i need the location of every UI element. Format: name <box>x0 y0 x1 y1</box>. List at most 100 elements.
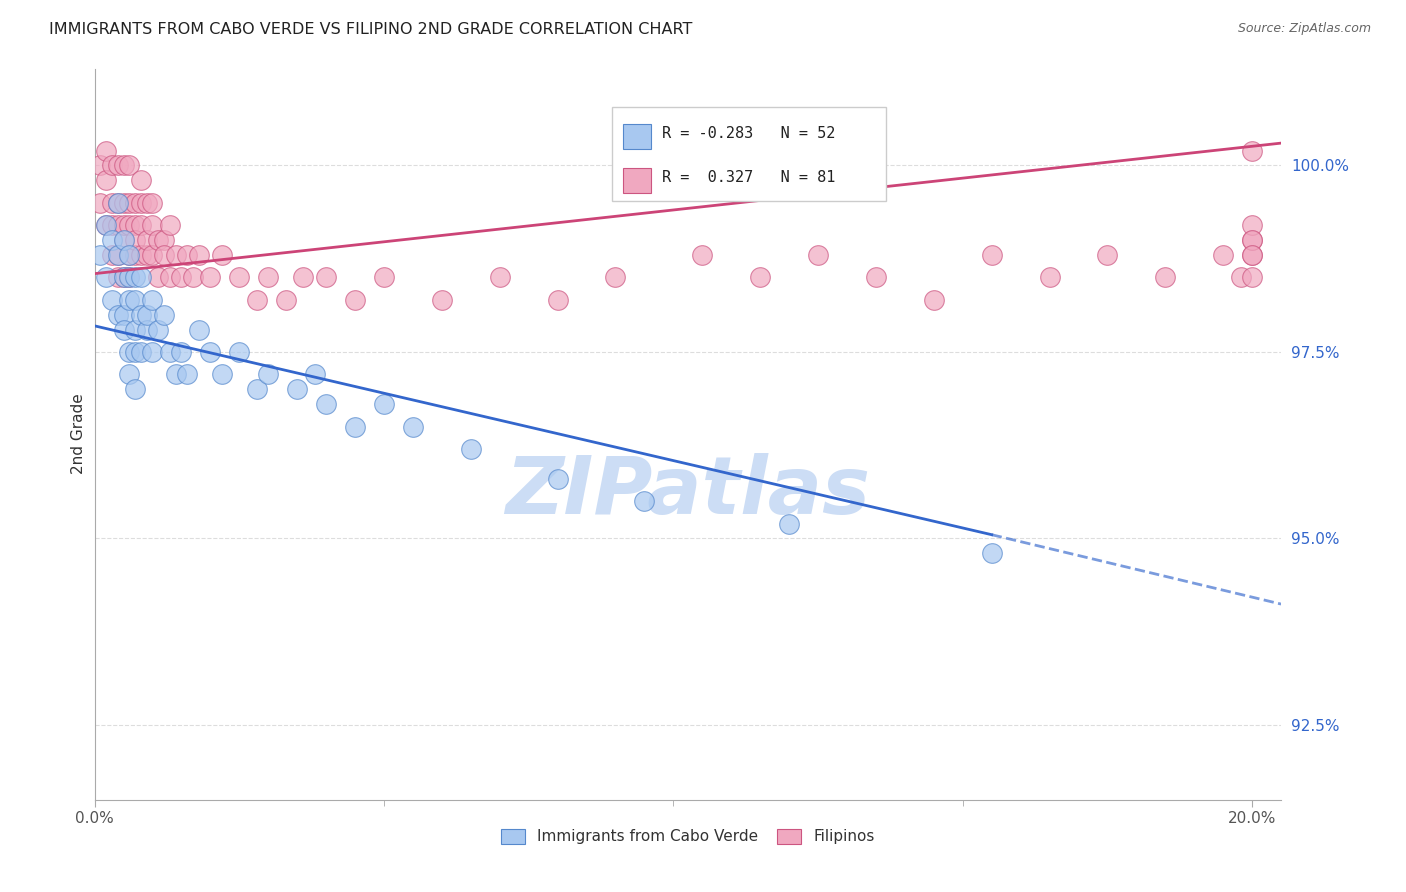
Point <box>547 293 569 307</box>
Point <box>228 345 250 359</box>
Point <box>112 195 135 210</box>
Text: R =  0.327   N = 81: R = 0.327 N = 81 <box>662 169 835 185</box>
Point <box>159 345 181 359</box>
Point <box>1039 270 1062 285</box>
Point <box>153 308 176 322</box>
Point <box>112 159 135 173</box>
Point <box>112 270 135 285</box>
Point <box>692 248 714 262</box>
Point <box>430 293 453 307</box>
Point <box>112 218 135 232</box>
Point <box>153 233 176 247</box>
Text: Source: ZipAtlas.com: Source: ZipAtlas.com <box>1237 22 1371 36</box>
Point <box>141 345 163 359</box>
Point <box>148 322 170 336</box>
Point <box>373 397 395 411</box>
Point <box>807 248 830 262</box>
Point <box>107 248 129 262</box>
Point <box>176 248 198 262</box>
Point <box>200 270 222 285</box>
Point <box>315 397 337 411</box>
Point <box>1241 233 1264 247</box>
Point <box>112 270 135 285</box>
Point <box>118 293 141 307</box>
Point <box>980 248 1002 262</box>
Point <box>778 516 800 531</box>
Point <box>124 218 146 232</box>
Point <box>112 233 135 247</box>
Point <box>107 159 129 173</box>
Point <box>159 270 181 285</box>
Point <box>141 293 163 307</box>
Point <box>922 293 945 307</box>
Point <box>1241 270 1264 285</box>
Point <box>107 195 129 210</box>
Point <box>1241 248 1264 262</box>
Point <box>129 195 152 210</box>
Point <box>94 218 117 232</box>
Point <box>344 293 367 307</box>
Point <box>89 195 111 210</box>
Point <box>488 270 510 285</box>
Point <box>291 270 314 285</box>
Point <box>285 382 308 396</box>
Point <box>118 195 141 210</box>
Point <box>118 248 141 262</box>
Point <box>94 270 117 285</box>
Point <box>118 345 141 359</box>
Point <box>124 195 146 210</box>
Point <box>101 248 124 262</box>
Point <box>257 368 280 382</box>
Point <box>141 218 163 232</box>
Point <box>547 472 569 486</box>
Point <box>153 248 176 262</box>
Point <box>101 293 124 307</box>
Point <box>101 218 124 232</box>
Point <box>118 368 141 382</box>
Point <box>129 218 152 232</box>
Point <box>187 322 209 336</box>
Point <box>749 270 772 285</box>
Point <box>118 270 141 285</box>
Point <box>605 270 627 285</box>
Point <box>1241 233 1264 247</box>
Y-axis label: 2nd Grade: 2nd Grade <box>72 393 86 475</box>
Point <box>124 233 146 247</box>
Point <box>107 195 129 210</box>
Point <box>107 308 129 322</box>
Point <box>246 382 269 396</box>
Point <box>94 144 117 158</box>
Point <box>135 308 157 322</box>
Point <box>118 159 141 173</box>
Point <box>1241 144 1264 158</box>
Legend: Immigrants from Cabo Verde, Filipinos: Immigrants from Cabo Verde, Filipinos <box>501 829 875 845</box>
Text: ZIPatlas: ZIPatlas <box>505 453 870 532</box>
Point <box>274 293 297 307</box>
Point <box>129 248 152 262</box>
Point <box>170 345 193 359</box>
Point <box>141 195 163 210</box>
Point <box>129 270 152 285</box>
Point <box>101 195 124 210</box>
Point <box>124 293 146 307</box>
Point <box>373 270 395 285</box>
Point <box>118 270 141 285</box>
Point <box>165 368 187 382</box>
Point <box>141 248 163 262</box>
Point <box>228 270 250 285</box>
Point <box>1229 270 1251 285</box>
Point <box>246 293 269 307</box>
Point <box>460 442 482 456</box>
Point <box>107 248 129 262</box>
Point <box>112 233 135 247</box>
Point <box>1212 248 1234 262</box>
Point <box>101 233 124 247</box>
Point <box>112 322 135 336</box>
Point <box>94 173 117 187</box>
Point <box>402 419 425 434</box>
Point <box>107 270 129 285</box>
Point <box>181 270 204 285</box>
Point <box>89 159 111 173</box>
Point <box>129 345 152 359</box>
Point <box>304 368 326 382</box>
